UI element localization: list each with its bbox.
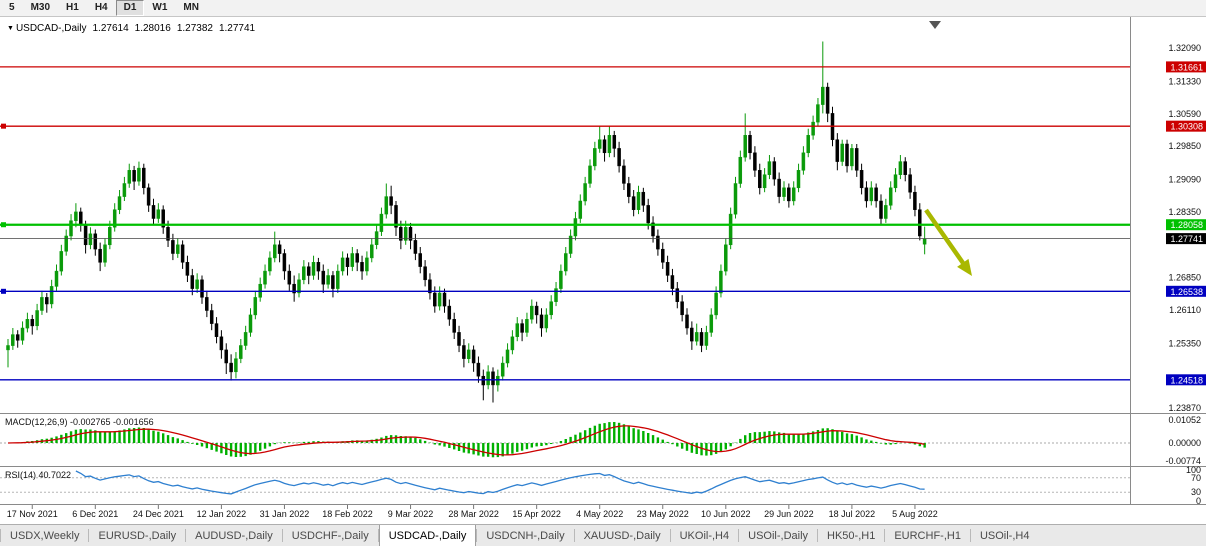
rsi-axis-label: 30 [1191,487,1201,497]
macd-axis-label: 0.00000 [1168,438,1201,448]
tab-separator [573,529,575,542]
date-label: 17 Nov 2021 [7,509,58,519]
tab-ukoil-h4[interactable]: UKOil-,H4 [679,529,730,542]
macd-histogram [11,422,926,458]
date-label: 28 Mar 2022 [448,509,499,519]
price-label-box [1166,233,1206,245]
timeframe-toolbar: 5 M30 H1 H4 D1 W1 MN [0,0,1206,17]
rsi-axis-label: 0 [1196,496,1201,506]
tab-hk50-h1[interactable]: HK50-,H1 [827,529,876,542]
macd-axis-label: 0.01052 [1168,415,1201,425]
date-label: 5 Aug 2022 [892,509,938,519]
rsi-label: RSI(14) 40.7022 [5,470,71,480]
date-label: 18 Jul 2022 [829,509,876,519]
date-label: 24 Dec 2021 [133,509,184,519]
price-label-text: 1.27741 [1170,234,1203,244]
macd-axis-label: -0.00774 [1165,456,1201,466]
price-tick-label: 1.31330 [1168,76,1201,86]
price-tick-label: 1.29850 [1168,141,1201,151]
tab-separator [476,529,478,542]
price-label-box [1166,61,1206,73]
date-label: 12 Jan 2022 [197,509,247,519]
tab-separator [669,529,671,542]
tab-separator [738,529,740,542]
timeframe-button-m30[interactable]: M30 [30,2,51,13]
chart-shift-marker [929,21,941,29]
date-label: 6 Dec 2021 [72,509,118,519]
date-label: 4 May 2022 [576,509,623,519]
tab-usoil-h4[interactable]: USOil-,H4 [979,529,1030,542]
price-label-box [1166,219,1206,231]
tab-separator [377,529,379,542]
chart-canvas[interactable]: 1.32090 1.31330 1.30590 1.29850 1.29090 1.283… [0,17,1206,524]
tab-xauusd-daily[interactable]: XAUUSD-,Daily [583,529,661,542]
rsi-line [75,470,925,495]
price-tick-label: 1.32090 [1168,43,1201,53]
price-label-box [1166,285,1206,297]
tab-usdcad-daily[interactable]: USDCAD-,Daily [378,525,477,546]
tab-eurusd-daily[interactable]: EURUSD-,Daily [98,529,177,542]
price-label-box [1166,374,1206,386]
timeframe-button-w1[interactable]: W1 [152,2,168,13]
candles-group [6,41,927,403]
tab-separator [884,529,886,542]
price-tick-label: 1.26110 [1169,305,1201,315]
timeframe-button-5[interactable]: 5 [9,2,15,13]
price-label-box [1166,120,1206,132]
timeframe-button-h1[interactable]: H1 [66,2,79,13]
date-label: 15 Apr 2022 [512,509,561,519]
chart-tabs: USDX,Weekly EURUSD-,Daily AUDUSD-,Daily USD… [0,524,1206,546]
price-tick-label: 1.25350 [1168,338,1201,348]
date-label: 23 May 2022 [637,509,689,519]
tab-separator [185,529,187,542]
price-tick-label: 1.28350 [1168,207,1201,217]
price-tick-label: 1.29090 [1168,175,1201,185]
support-line-blue-1-anchor[interactable] [1,288,6,294]
chart-window: 1.32090 1.31330 1.30590 1.29850 1.29090 1.283… [0,17,1206,524]
tab-separator [0,529,1,542]
price-tick-label: 1.30590 [1168,109,1201,119]
macd-label: MACD(12,26,9) -0.002765 -0.001656 [5,417,154,427]
rsi-axis-label: 100 [1186,465,1201,475]
resistance-line-2-anchor[interactable] [1,123,6,129]
date-label: 10 Jun 2022 [701,509,751,519]
macd-signal-line [7,425,925,456]
tab-eurchf-h1[interactable]: EURCHF-,H1 [894,529,961,542]
price-tick-label: 1.26850 [1168,273,1201,283]
tab-audusd-daily[interactable]: AUDUSD-,Daily [195,529,273,542]
tab-separator [281,529,283,542]
price-label-text: 1.26538 [1170,287,1203,297]
price-label-text: 1.24518 [1170,375,1203,385]
rsi-axis-label: 70 [1191,473,1201,483]
tab-separator [88,529,90,542]
timeframe-button-d1[interactable]: D1 [115,0,145,16]
date-label: 18 Feb 2022 [322,509,373,519]
support-line-green-anchor[interactable] [1,222,6,228]
price-tick-label: 1.23870 [1168,403,1201,413]
tab-separator [969,529,971,542]
date-label: 9 Mar 2022 [388,509,434,519]
price-label-text: 1.30308 [1170,122,1203,132]
date-label: 29 Jun 2022 [764,509,814,519]
trend-arrow[interactable] [924,208,965,265]
tab-usdchf-daily[interactable]: USDCHF-,Daily [291,529,369,542]
trend-arrow-head[interactable] [957,258,972,276]
tab-usdcnh-daily[interactable]: USDCNH-,Daily [486,529,565,542]
tab-usdx-weekly[interactable]: USDX,Weekly [10,529,80,542]
price-label-text: 1.28058 [1170,220,1203,230]
timeframe-button-h4[interactable]: H4 [94,2,108,13]
timeframe-button-mn[interactable]: MN [183,2,199,13]
tab-separator [817,529,819,542]
date-label: 31 Jan 2022 [260,509,310,519]
price-label-text: 1.31661 [1170,62,1203,72]
tab-usoil-daily[interactable]: USOil-,Daily [748,529,809,542]
